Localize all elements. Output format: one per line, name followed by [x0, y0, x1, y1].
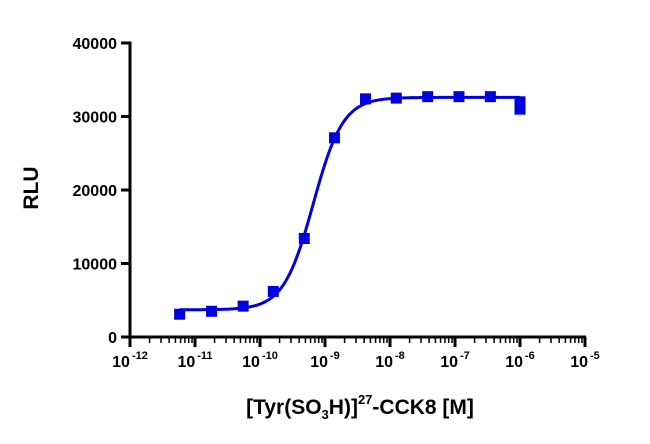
y-axis-title: RLU — [20, 166, 43, 209]
fit-curve — [179, 95, 520, 312]
data-point — [206, 305, 218, 317]
x-tick-label: 10 -9 — [310, 350, 340, 371]
x-tick-label: 10 -11 — [177, 350, 212, 371]
x-tick-label: 10 -7 — [440, 350, 470, 371]
data-point — [298, 233, 310, 245]
points-layer — [174, 91, 526, 320]
data-point — [174, 308, 186, 320]
axes — [121, 41, 587, 347]
y-tick-labels: 0 10000 20000 30000 40000 — [73, 36, 118, 347]
data-point — [237, 300, 249, 312]
data-point — [514, 103, 526, 115]
data-point — [453, 91, 465, 103]
x-tick-label: 10 -10 — [242, 350, 278, 371]
x-tick-label: 10 -6 — [505, 350, 535, 371]
data-point — [514, 96, 526, 108]
fit-layer — [179, 95, 520, 312]
x-tick-label: 10 -12 — [112, 350, 148, 371]
data-point — [422, 91, 434, 103]
x-tick-labels: 10 -12 10 -11 10 -10 10 -9 10 -8 10 -7 10 -6 10 -5 — [112, 350, 600, 371]
data-point — [390, 92, 402, 104]
data-point — [360, 93, 372, 105]
y-tick-label: 20000 — [73, 183, 118, 200]
x-tick-label: 10 -8 — [375, 350, 405, 371]
y-tick-label: 0 — [108, 330, 117, 347]
data-point — [484, 91, 496, 103]
x-axis-title: [Tyr(SO3H)]27-CCK8 [M] — [246, 392, 474, 422]
y-tick-label: 40000 — [73, 36, 118, 53]
x-tick-label: 10 -5 — [570, 350, 600, 371]
data-point — [267, 285, 279, 297]
data-point — [328, 132, 340, 144]
y-tick-label: 30000 — [73, 110, 118, 127]
y-tick-label: 10000 — [73, 257, 118, 274]
